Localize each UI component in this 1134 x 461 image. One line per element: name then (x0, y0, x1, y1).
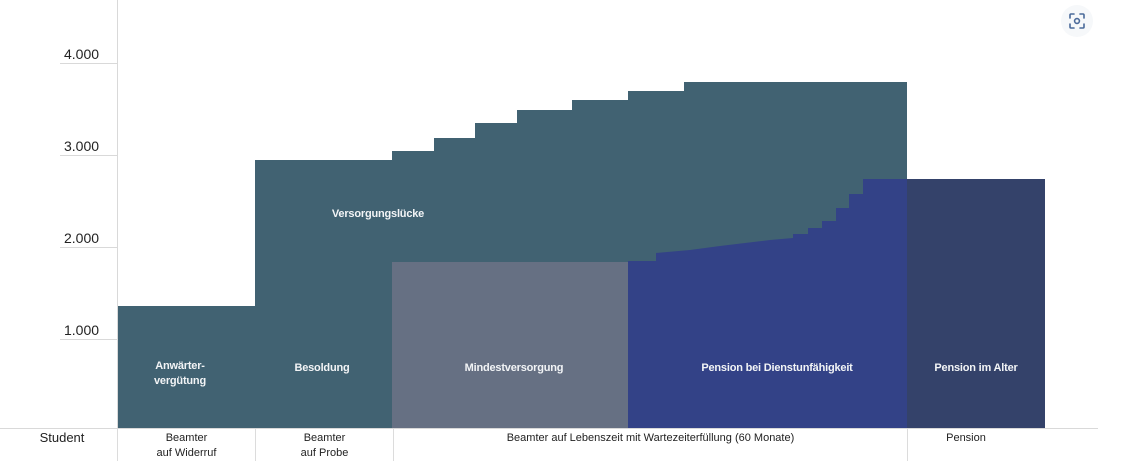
category-line: auf Widerruf (156, 447, 217, 459)
area-pension-dienstunfaehigkeit (628, 179, 907, 428)
bar-mindestversorgung (392, 262, 628, 428)
lens-scan-icon (1069, 13, 1085, 29)
y-axis-line (117, 0, 118, 428)
y-tick-4000: 4.000 (60, 44, 117, 64)
y-tick-2000: 2.000 (60, 228, 117, 248)
category-divider (255, 429, 256, 461)
y-tick-label: 1.000 (64, 322, 100, 338)
y-tick-label: 3.000 (64, 138, 100, 154)
bar-anwaerterverguetung (118, 306, 255, 428)
category-beamter-lebenszeit: Beamter auf Lebenszeit mit Wartezeiterfü… (506, 432, 795, 444)
y-tick-label: 2.000 (64, 230, 100, 246)
label-pension-dienstunfaehigkeit: Pension bei Dienstunfähigkeit (701, 362, 853, 374)
category-divider (393, 429, 394, 461)
category-line: auf Probe (300, 447, 349, 459)
y-tick-3000: 3.000 (60, 136, 117, 156)
y-tick-label: 4.000 (64, 46, 100, 62)
label-pension-im-alter: Pension im Alter (934, 362, 1018, 374)
bar-pension-im-alter (907, 179, 1045, 428)
x-axis-baseline (0, 428, 1098, 429)
category-divider (117, 429, 118, 461)
category-beamter-probe: Beamter auf Probe (256, 431, 393, 461)
label-line: Anwärter- (155, 360, 205, 372)
lens-scan-button[interactable] (1061, 5, 1093, 37)
label-line: vergütung (154, 375, 206, 387)
category-beamter-widerruf: Beamter auf Widerruf (118, 431, 255, 461)
category-line: Beamter (303, 432, 346, 444)
category-pension: Pension (946, 432, 986, 444)
label-anwaerterverguetung: Anwärter- vergütung (130, 359, 230, 389)
label-versorgungsluecke: Versorgungslücke (331, 208, 425, 220)
label-mindestversorgung: Mindestversorgung (464, 362, 564, 374)
category-divider (907, 429, 908, 461)
y-tick-1000: 1.000 (60, 320, 117, 340)
category-line: Beamter (165, 432, 208, 444)
category-student: Student (39, 430, 85, 445)
label-besoldung: Besoldung (294, 362, 350, 374)
